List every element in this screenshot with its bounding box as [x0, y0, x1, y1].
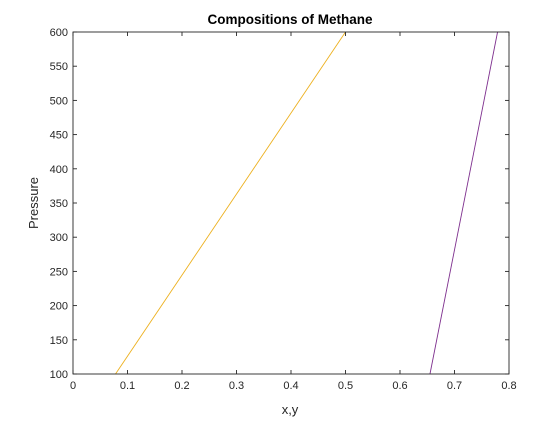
y-tick-label: 250 — [50, 266, 68, 278]
plot-series-group — [115, 31, 499, 375]
series-line-2 — [429, 31, 499, 375]
y-axis-label: Pressure — [26, 177, 41, 229]
y-tick-label: 550 — [50, 61, 68, 73]
x-tick-label: 0.5 — [338, 380, 353, 392]
x-axis-label: x,y — [282, 402, 299, 417]
y-axis-ticks: 100 150 200 250 300 350 400 450 500 550 600 — [50, 27, 509, 381]
x-tick-label: 0.6 — [392, 380, 407, 392]
x-tick-label: 0.2 — [174, 380, 189, 392]
y-tick-label: 150 — [50, 335, 68, 347]
x-tick-label: 0.8 — [501, 380, 516, 392]
y-tick-label: 450 — [50, 130, 68, 142]
y-tick-label: 400 — [50, 164, 68, 176]
x-tick-label: 0.3 — [229, 380, 244, 392]
y-tick-label: 500 — [50, 95, 68, 107]
y-tick-label: 300 — [50, 232, 68, 244]
x-tick-label: 0.7 — [447, 380, 462, 392]
x-axis-ticks: 0 0.1 0.2 0.3 0.4 0.5 0.6 0.7 0.8 — [70, 32, 517, 392]
plot-area-frame — [72, 31, 510, 375]
y-tick-label: 100 — [50, 369, 68, 381]
y-tick-label: 600 — [50, 27, 68, 39]
y-tick-label: 350 — [50, 198, 68, 210]
y-tick-label: 200 — [50, 301, 68, 313]
chart-title: Compositions of Methane — [208, 12, 373, 27]
series-line-1 — [115, 31, 346, 375]
x-tick-label: 0 — [70, 380, 76, 392]
x-tick-label: 0.4 — [283, 380, 298, 392]
x-tick-label: 0.1 — [120, 380, 135, 392]
